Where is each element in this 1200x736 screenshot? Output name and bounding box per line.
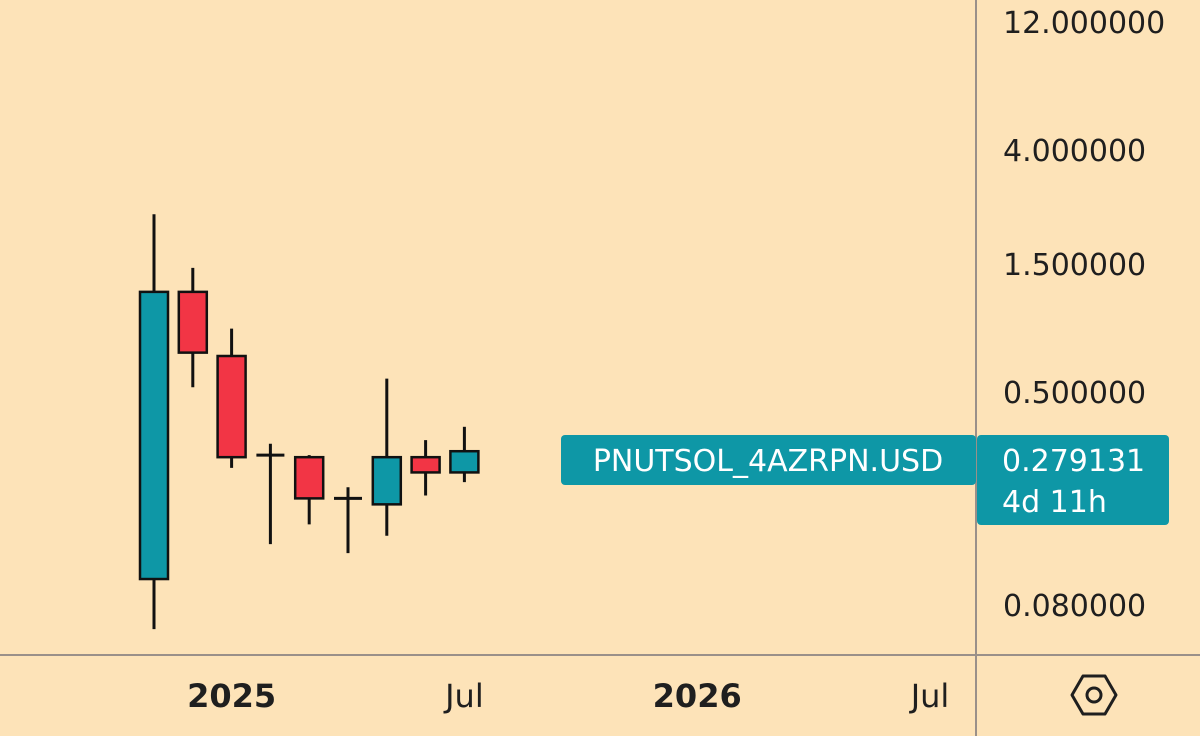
symbol-label-text: PNUTSOL_4AZRPN.USD (593, 444, 943, 479)
candle-2025-04[interactable] (334, 487, 362, 554)
last-price-label: 0.279131 4d 11h (977, 435, 1169, 525)
price-axis[interactable]: 12.000000 4.000000 1.500000 0.500000 0.08000… (1003, 6, 1165, 624)
symbol-label-bg (561, 435, 976, 485)
candle-2024-11[interactable] (138, 214, 170, 630)
candle-2025-03[interactable] (293, 455, 325, 525)
candle-body-down (216, 354, 247, 459)
candle-2025-07[interactable] (449, 426, 480, 483)
price-tick-label: 0.500000 (1003, 376, 1146, 411)
last-price-label-bg (977, 435, 1169, 525)
chart-settings-button[interactable] (1070, 674, 1118, 716)
price-tick-label: 4.000000 (1003, 134, 1146, 169)
candle-body-down (177, 290, 209, 354)
time-tick-label: 2025 (187, 677, 276, 715)
candle-2025-06[interactable] (410, 440, 441, 496)
candle-body-up (449, 449, 480, 474)
bar-countdown: 4d 11h (1002, 485, 1107, 520)
time-axis[interactable]: 2025 Jul 2026 Jul (187, 677, 949, 715)
candle-2025-05[interactable] (371, 378, 403, 536)
candles-layer (138, 214, 480, 630)
candle-body-down (410, 455, 441, 474)
last-price-value: 0.279131 (1002, 444, 1145, 479)
time-tick-label: Jul (443, 677, 484, 715)
price-tick-label: 12.000000 (1003, 6, 1165, 41)
price-tick-label: 1.500000 (1003, 248, 1146, 283)
time-tick-label: Jul (909, 677, 950, 715)
candle-body-up (138, 290, 170, 581)
symbol-label: PNUTSOL_4AZRPN.USD (561, 435, 976, 485)
price-tick-label: 0.080000 (1003, 589, 1146, 624)
hexagon-settings-icon[interactable] (1070, 674, 1118, 716)
candle-body-down (293, 455, 325, 500)
candle-body-up (371, 455, 403, 506)
candle-2025-01[interactable] (216, 328, 247, 468)
settings-icon-center (1085, 686, 1103, 704)
time-tick-label: 2026 (653, 677, 742, 715)
candle-2024-12[interactable] (177, 267, 209, 388)
candle-2025-02[interactable] (256, 443, 285, 545)
